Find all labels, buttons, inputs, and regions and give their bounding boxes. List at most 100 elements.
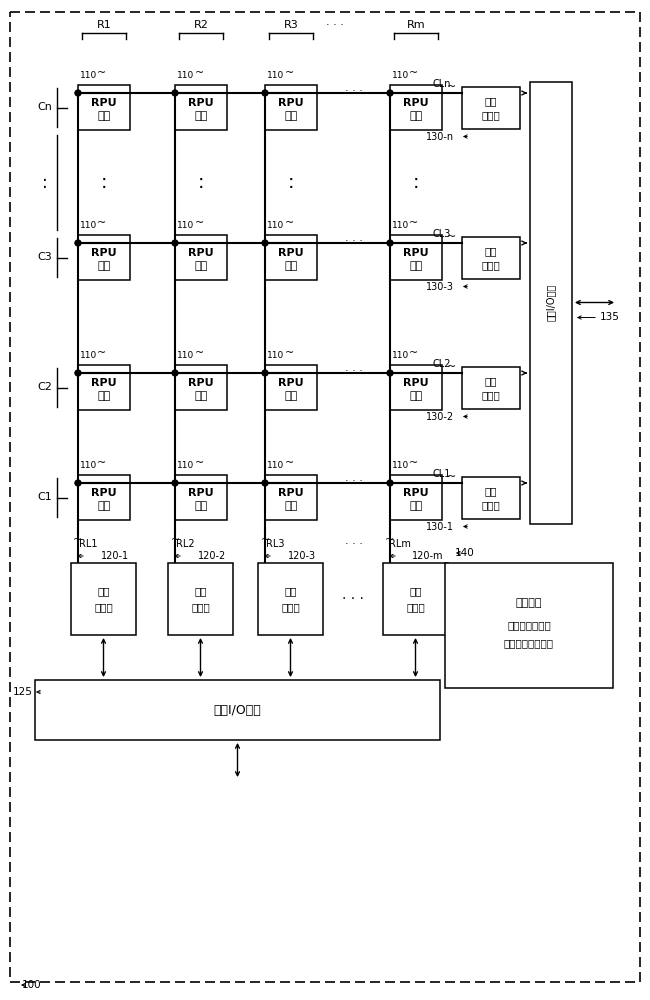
Text: 110: 110 <box>267 72 285 81</box>
Bar <box>78 365 130 410</box>
Text: ~: ~ <box>410 348 419 358</box>
Bar <box>175 85 227 130</box>
Text: 电路块: 电路块 <box>406 602 425 612</box>
Bar <box>445 563 613 688</box>
Text: 偏置电压，定时）: 偏置电压，定时） <box>504 639 554 648</box>
Text: 120-3: 120-3 <box>289 551 317 561</box>
Text: ~: ~ <box>194 218 203 228</box>
Text: · · ·: · · · <box>344 86 363 96</box>
Text: 外围: 外围 <box>98 586 110 596</box>
Text: 110: 110 <box>81 352 98 360</box>
Circle shape <box>262 240 268 246</box>
Text: 110: 110 <box>81 222 98 231</box>
Text: · · ·: · · · <box>344 366 363 376</box>
Text: 数据I/O接口: 数据I/O接口 <box>214 704 261 716</box>
Text: RPU: RPU <box>403 247 429 257</box>
Text: 单元: 单元 <box>285 391 298 401</box>
Text: 120-m: 120-m <box>411 551 443 561</box>
Text: RPU: RPU <box>188 247 214 257</box>
Circle shape <box>387 240 393 246</box>
Circle shape <box>75 480 81 486</box>
Text: 110: 110 <box>393 72 410 81</box>
Text: RPU: RPU <box>188 488 214 497</box>
Text: C2: C2 <box>38 382 53 392</box>
Text: 单元: 单元 <box>98 261 111 271</box>
Circle shape <box>262 90 268 96</box>
Text: RLm: RLm <box>389 539 411 549</box>
Circle shape <box>75 480 81 486</box>
Bar <box>462 366 520 408</box>
Text: ~: ~ <box>170 535 179 545</box>
Circle shape <box>75 370 81 376</box>
Circle shape <box>172 240 178 246</box>
Text: Rm: Rm <box>407 20 425 30</box>
Bar <box>78 85 130 130</box>
Text: ~: ~ <box>447 472 456 482</box>
Text: :: : <box>413 173 419 192</box>
Text: RPU: RPU <box>403 488 429 497</box>
Text: 电路块: 电路块 <box>191 602 210 612</box>
Bar <box>462 477 520 518</box>
Circle shape <box>75 240 81 246</box>
Text: R2: R2 <box>194 20 209 30</box>
Text: ~: ~ <box>261 535 270 545</box>
Circle shape <box>172 480 178 486</box>
Text: ~: ~ <box>98 68 107 78</box>
Text: R1: R1 <box>97 20 111 30</box>
Text: 110: 110 <box>177 222 194 231</box>
Text: 110: 110 <box>267 352 285 360</box>
Text: 单元: 单元 <box>98 391 111 401</box>
Text: · · ·: · · · <box>344 476 363 486</box>
Text: 100: 100 <box>22 980 42 990</box>
Text: C1: C1 <box>38 492 53 502</box>
Text: 电路块: 电路块 <box>94 602 113 612</box>
Text: 130-n: 130-n <box>426 131 454 141</box>
Text: 单元: 单元 <box>285 111 298 121</box>
Text: 110: 110 <box>267 462 285 471</box>
Text: ~: ~ <box>447 82 456 92</box>
Text: ~: ~ <box>98 218 107 228</box>
Text: 电路块: 电路块 <box>482 500 500 510</box>
Text: ~: ~ <box>285 348 294 358</box>
Bar <box>175 475 227 520</box>
Text: 电路块: 电路块 <box>482 260 500 270</box>
Bar <box>390 85 442 130</box>
Text: CL2: CL2 <box>433 359 451 369</box>
Text: 110: 110 <box>393 222 410 231</box>
Text: · · ·: · · · <box>344 236 363 246</box>
Text: Cn: Cn <box>38 103 53 112</box>
Text: （电源、时钟、: （电源、时钟、 <box>507 620 551 631</box>
Text: ~: ~ <box>447 362 456 372</box>
Bar <box>168 563 233 635</box>
Text: 外围: 外围 <box>485 376 497 386</box>
Text: ~: ~ <box>447 232 456 242</box>
Bar <box>390 365 442 410</box>
Circle shape <box>172 370 178 376</box>
Text: 单元: 单元 <box>410 502 422 512</box>
Text: 140: 140 <box>455 548 475 558</box>
Text: 单元: 单元 <box>410 261 422 271</box>
Text: RPU: RPU <box>403 377 429 387</box>
Text: RPU: RPU <box>403 98 429 107</box>
Circle shape <box>387 370 393 376</box>
Bar <box>78 475 130 520</box>
Text: 单元: 单元 <box>194 391 207 401</box>
Text: ~: ~ <box>285 458 294 468</box>
Bar <box>78 235 130 280</box>
Text: 数据I/O接口: 数据I/O接口 <box>546 284 556 321</box>
Text: CL1: CL1 <box>433 469 451 479</box>
Circle shape <box>172 240 178 246</box>
Text: RPU: RPU <box>278 488 304 497</box>
Bar <box>265 475 317 520</box>
Text: 135: 135 <box>600 312 620 322</box>
Text: 单元: 单元 <box>285 261 298 271</box>
Text: 110: 110 <box>177 72 194 81</box>
Text: 110: 110 <box>393 462 410 471</box>
Text: 电路块: 电路块 <box>482 390 500 400</box>
Circle shape <box>262 240 268 246</box>
Text: :: : <box>198 173 204 192</box>
Text: 外围: 外围 <box>485 97 497 106</box>
Text: 外围: 外围 <box>485 487 497 496</box>
Text: 120-1: 120-1 <box>101 551 129 561</box>
Text: · · ·: · · · <box>342 592 364 606</box>
